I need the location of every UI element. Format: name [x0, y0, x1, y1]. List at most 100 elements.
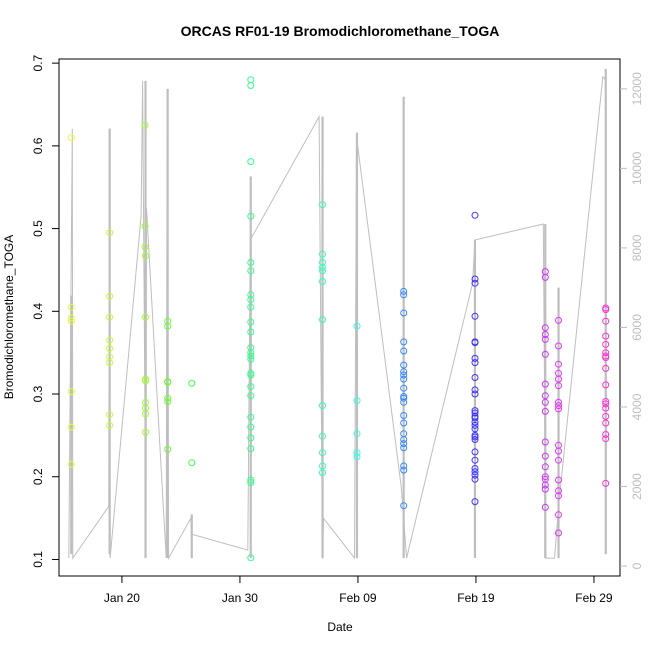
data-point: [602, 332, 610, 340]
data-point: [602, 431, 610, 438]
data-point: [247, 318, 255, 326]
data-point: [541, 438, 549, 446]
x-tick-label: Feb 09: [339, 591, 377, 605]
data-point: [602, 412, 610, 420]
data-point: [319, 201, 326, 209]
altitude-line: [68, 75, 608, 561]
data-point: [247, 212, 255, 220]
data-point: [471, 433, 479, 441]
data-point: [67, 388, 75, 395]
data-point: [164, 322, 172, 330]
chart-title: ORCAS RF01-19 Bromodichloromethane_TOGA: [181, 23, 500, 39]
data-point: [555, 342, 562, 350]
data-point: [106, 292, 114, 300]
data-point: [541, 331, 549, 338]
data-point: [247, 371, 255, 379]
data-point: [164, 378, 172, 386]
data-point: [400, 419, 408, 427]
data-point: [602, 381, 610, 389]
data-point: [67, 303, 75, 311]
data-point: [247, 392, 255, 400]
data-point: [602, 400, 610, 408]
data-point: [141, 121, 149, 129]
x-tick-label: Feb 29: [575, 591, 613, 605]
data-point: [471, 468, 479, 476]
y-tick-label: 0.3: [31, 385, 45, 402]
data-point: [471, 436, 479, 443]
y-axis-label: Bromodichloromethane_TOGA: [2, 235, 16, 400]
data-point: [471, 312, 479, 320]
data-point: [555, 402, 562, 410]
data-point: [67, 423, 75, 431]
data-point: [247, 476, 255, 484]
data-point: [541, 407, 549, 415]
data-point: [471, 448, 479, 456]
data-point: [247, 82, 255, 89]
data-points: [67, 76, 610, 562]
data-point: [319, 250, 326, 258]
data-point: [247, 328, 255, 336]
data-point: [555, 405, 562, 413]
data-point: [602, 354, 610, 362]
data-point: [400, 398, 408, 406]
data-point: [602, 419, 610, 427]
data-point: [142, 313, 149, 321]
data-point: [319, 449, 326, 457]
data-point: [353, 322, 361, 330]
data-point: [541, 350, 549, 358]
data-point: [471, 386, 479, 394]
data-point: [541, 273, 549, 281]
data-point: [555, 456, 562, 464]
data-point: [67, 134, 75, 142]
data-point: [247, 554, 255, 562]
data-point: [602, 398, 610, 405]
data-point: [602, 404, 610, 412]
data-point: [247, 158, 255, 166]
data-point: [319, 469, 326, 477]
data-point: [247, 413, 255, 421]
data-point: [319, 278, 326, 285]
data-point: [353, 430, 361, 438]
data-point: [471, 275, 479, 283]
data-point: [188, 459, 196, 467]
data-point: [319, 316, 326, 324]
data-point: [602, 349, 610, 357]
data-point: [142, 252, 149, 260]
y2-tick-label: 2000: [630, 473, 644, 500]
data-point: [541, 463, 549, 471]
data-point: [106, 359, 114, 367]
data-point: [471, 475, 479, 483]
data-point: [471, 390, 479, 398]
data-point: [164, 445, 172, 453]
data-point: [400, 412, 408, 419]
data-point: [247, 259, 255, 266]
y-tick-label: 0.6: [31, 137, 45, 154]
data-point: [541, 398, 549, 406]
data-point: [471, 279, 479, 287]
data-point: [602, 317, 610, 325]
x-axis: Jan 20 Jan 30 Feb 09 Feb 19 Feb 29: [104, 575, 613, 605]
data-point: [400, 394, 408, 402]
x-axis-label: Date: [327, 620, 353, 634]
y-tick-label: 0.1: [31, 551, 45, 568]
y2-tick-label: 8000: [630, 234, 644, 261]
data-point: [353, 397, 361, 405]
data-point: [67, 460, 75, 468]
data-point: [67, 314, 75, 322]
data-point: [247, 423, 255, 431]
data-point: [541, 473, 549, 481]
data-point: [247, 303, 255, 311]
data-point: [555, 529, 562, 537]
data-point: [400, 466, 408, 474]
data-point: [247, 352, 255, 360]
data-point: [555, 375, 562, 383]
y-tick-label: 0.4: [31, 303, 45, 320]
y-tick-label: 0.2: [31, 468, 45, 485]
data-point: [142, 410, 149, 418]
data-point: [471, 471, 479, 479]
y-axis: 0.1 0.2 0.3 0.4 0.5 0.6 0.7: [31, 54, 59, 568]
data-point: [319, 267, 326, 275]
data-point: [555, 476, 562, 484]
data-point: [67, 317, 75, 325]
data-point: [400, 375, 408, 383]
